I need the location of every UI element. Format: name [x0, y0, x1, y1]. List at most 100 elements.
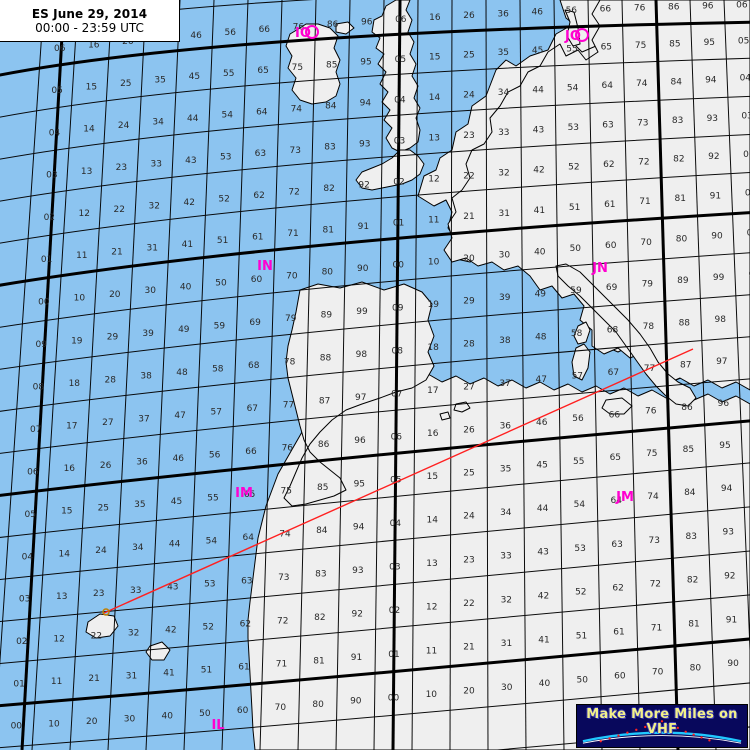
grid-square-label: 62 [240, 620, 251, 630]
grid-square-label: 20 [109, 290, 121, 300]
grid-square-label: 82 [323, 184, 334, 194]
title-card: ES June 29, 2014 00:00 - 23:59 UTC [0, 0, 180, 42]
grid-square-label: 57 [572, 372, 583, 382]
grid-square-label: 63 [255, 149, 266, 159]
grid-square-label: 44 [532, 86, 544, 96]
grid-square-label: 42 [183, 198, 194, 208]
grid-square-label: 19 [71, 336, 83, 346]
grid-square-label: 68 [607, 325, 619, 335]
grid-square-label: 56 [209, 450, 221, 460]
grid-square-label: 64 [601, 81, 613, 91]
grid-square-label: 13 [428, 134, 439, 144]
grid-square-label: 71 [276, 660, 287, 670]
grid-square-label: 55 [566, 44, 577, 54]
grid-square-label: 40 [161, 712, 173, 722]
grid-square-label: 20 [463, 686, 475, 696]
grid-square-label: 00 [747, 229, 750, 239]
grid-square-label: 05 [24, 510, 35, 520]
grid-square-label: 52 [568, 163, 579, 173]
grid-square-label: 24 [118, 121, 130, 131]
grid-square-label: 04 [22, 552, 34, 562]
grid-square-label: 83 [324, 143, 335, 153]
field-label-text: JO [564, 29, 581, 44]
grid-square-label: 54 [206, 536, 218, 546]
grid-square-label: 17 [427, 386, 438, 396]
grid-square-label: 11 [76, 251, 87, 261]
grid-square-label: 85 [326, 60, 337, 70]
grid-square-label: 04 [394, 96, 406, 106]
grid-square-label: 15 [427, 472, 438, 482]
grid-square-label: 38 [140, 372, 152, 382]
grid-square-label: 95 [354, 479, 365, 489]
grid-square-label: 69 [249, 318, 261, 328]
grid-square-label: 66 [245, 447, 257, 457]
grid-square-label: 60 [605, 241, 617, 251]
field-label-text: IL [211, 718, 224, 733]
grid-square-label: 90 [727, 659, 739, 669]
grid-square-label: 71 [287, 229, 298, 239]
grid-square-label: 23 [93, 589, 104, 599]
grid-square-label: 86 [327, 20, 339, 30]
grid-square-label: 95 [360, 58, 371, 68]
grid-square-label: 55 [223, 69, 234, 79]
grid-square-label: 45 [171, 497, 182, 507]
grid-square-label: 44 [537, 504, 549, 514]
grid-square-label: 55 [573, 457, 584, 467]
grid-square-label: 23 [463, 555, 474, 565]
grid-square-label: 43 [537, 548, 548, 558]
grid-square-label: 73 [637, 118, 648, 128]
grid-square-label: 58 [212, 364, 224, 374]
grid-square-label: 83 [685, 532, 696, 542]
land-sardinia [571, 343, 591, 381]
canary-endpoint-marker [102, 608, 110, 616]
grid-square-label: 27 [102, 418, 113, 428]
grid-square-label: 70 [286, 271, 298, 281]
grid-square-label: 47 [174, 411, 185, 421]
grid-square-label: 43 [533, 126, 544, 136]
grid-square-label: 91 [358, 222, 369, 232]
grid-square-label: 70 [640, 238, 652, 248]
grid-square-label: 53 [220, 153, 231, 163]
grid-square-label: 80 [676, 235, 688, 245]
grid-square-label: 28 [463, 339, 475, 349]
es-contact-path [103, 348, 694, 614]
grid-square-label: 52 [202, 623, 213, 633]
grid-square-label: 15 [61, 507, 72, 517]
grid-square-label: 81 [313, 656, 324, 666]
grid-square-label: 03 [46, 171, 57, 181]
grid-square-label: 88 [320, 354, 332, 364]
field-label-text: IN [257, 259, 273, 274]
grid-square-label: 18 [427, 343, 439, 353]
grid-square-label: 46 [536, 418, 548, 428]
grid-square-label: 89 [321, 311, 333, 321]
logo-graphic [582, 720, 742, 744]
grid-square-label: 39 [142, 329, 154, 339]
grid-square-label: 57 [210, 407, 221, 417]
grid-square-label: 44 [187, 114, 199, 124]
grid-square-label: 92 [724, 571, 735, 581]
grid-square-label: 95 [704, 38, 715, 48]
grid-square-label: 97 [355, 393, 366, 403]
grid-square-label: 22 [91, 632, 102, 642]
grid-square-label: 25 [120, 79, 131, 89]
grid-square-label: 22 [113, 205, 124, 215]
grid-square-label: 14 [83, 125, 95, 135]
grid-square-label: 04 [740, 74, 750, 84]
grid-square-label: 95 [719, 441, 730, 451]
grid-square-label: 63 [611, 540, 622, 550]
grid-square-label: 33 [130, 586, 141, 596]
grid-square-label: 03 [389, 563, 400, 573]
grid-square-label: 32 [148, 202, 159, 212]
grid-square-label: 01 [13, 679, 24, 689]
grid-square-label: 91 [351, 653, 362, 663]
grid-square-label: 70 [652, 667, 664, 677]
grid-square-label: 94 [721, 484, 733, 494]
field-line-v-left [20, 0, 66, 750]
grid-square-label: 80 [312, 700, 324, 710]
logo-badge[interactable]: Make More Miles on VHF [576, 704, 748, 748]
grid-square-label: 09 [392, 304, 404, 314]
grid-square-label: 35 [500, 465, 511, 475]
grid-square-label: 65 [257, 66, 268, 76]
